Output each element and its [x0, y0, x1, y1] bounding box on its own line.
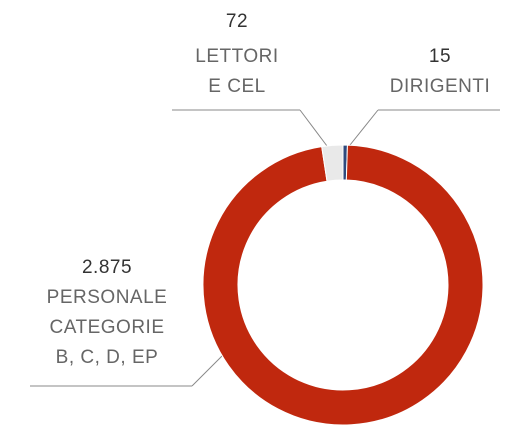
- donut-segment: [321, 144, 344, 182]
- category-label: B, C, D, EP: [56, 347, 159, 368]
- category-label: E CEL: [208, 76, 265, 97]
- category-label: CATEGORIE: [50, 317, 165, 338]
- leader-line: [299, 109, 331, 151]
- value-label: 2.875: [82, 257, 132, 278]
- category-label: PERSONALE: [47, 287, 168, 308]
- donut-segment: [202, 144, 484, 426]
- category-label: LETTORI: [195, 46, 278, 67]
- category-label: DIRIGENTI: [390, 76, 491, 97]
- value-label: 15: [429, 46, 451, 67]
- leader-line: [345, 109, 379, 151]
- value-label: 72: [226, 11, 248, 32]
